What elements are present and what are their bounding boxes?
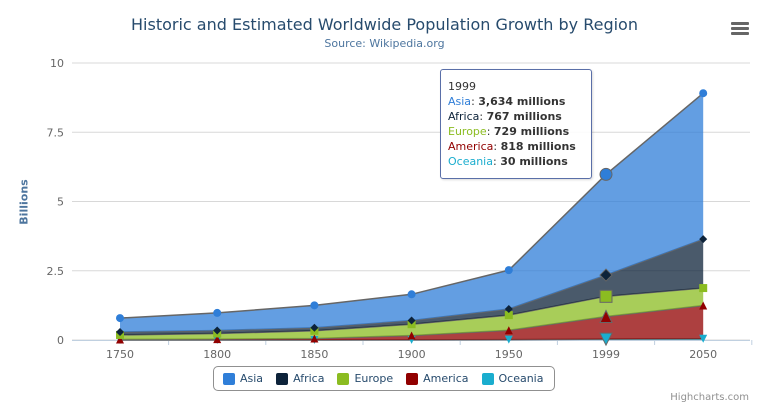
tooltip-row: Oceania: 30 millions bbox=[448, 155, 568, 168]
tooltip-series-name: Oceania bbox=[448, 155, 493, 168]
tooltip-value: 30 millions bbox=[500, 155, 568, 168]
y-tick-label: 0 bbox=[57, 334, 64, 347]
legend-item-europe[interactable]: Europe bbox=[337, 372, 393, 385]
legend-label: Asia bbox=[240, 372, 264, 385]
legend-swatch bbox=[406, 372, 419, 385]
tooltip-row: Asia: 3,634 millions bbox=[448, 95, 566, 108]
legend-label: Africa bbox=[293, 372, 325, 385]
tooltip-row: America: 818 millions bbox=[448, 140, 576, 153]
tooltip-series-name: Africa bbox=[448, 110, 480, 123]
point-africa-1950[interactable] bbox=[504, 304, 513, 313]
chart-subtitle: Source: Wikipedia.org bbox=[324, 37, 445, 50]
point-asia-1900[interactable] bbox=[407, 290, 416, 299]
legend-label: America bbox=[423, 372, 469, 385]
point-asia-1950[interactable] bbox=[504, 266, 513, 275]
point-america-1800[interactable] bbox=[213, 335, 222, 344]
y-tick-label: 7.5 bbox=[47, 126, 65, 139]
y-tick-label: 10 bbox=[50, 57, 64, 70]
tooltip-value: 3,634 millions bbox=[478, 95, 566, 108]
point-asia-1999[interactable] bbox=[599, 167, 613, 181]
point-africa-1850[interactable] bbox=[310, 323, 319, 332]
legend-swatch bbox=[481, 372, 494, 385]
tooltip-series-name: Europe bbox=[448, 125, 487, 138]
credits-link[interactable]: Highcharts.com bbox=[670, 392, 749, 403]
tooltip-value: 729 millions bbox=[493, 125, 570, 138]
y-axis-label: Billions bbox=[17, 179, 31, 225]
tooltip: 1999 Asia: 3,634 millions Africa: 767 mil… bbox=[440, 69, 592, 179]
tooltip-series-name: America bbox=[448, 140, 494, 153]
area-america[interactable] bbox=[120, 305, 704, 340]
point-africa-1750[interactable] bbox=[116, 327, 124, 336]
legend-item-asia[interactable]: Asia bbox=[223, 372, 263, 385]
point-america-2050[interactable] bbox=[699, 301, 708, 310]
point-america-1850[interactable] bbox=[310, 334, 319, 343]
point-africa-1999[interactable] bbox=[599, 268, 613, 282]
point-europe-1950[interactable] bbox=[504, 311, 513, 320]
tooltip-header: 1999 bbox=[448, 80, 476, 93]
x-tick-label: 1999 bbox=[592, 348, 620, 361]
area-africa[interactable] bbox=[120, 239, 704, 335]
hamburger-menu-icon[interactable] bbox=[731, 22, 749, 36]
legend-label: Oceania bbox=[498, 372, 544, 385]
legend-swatch bbox=[276, 372, 289, 385]
tooltip-row: Europe: 729 millions bbox=[448, 125, 570, 138]
x-tick-label: 1800 bbox=[203, 348, 231, 361]
tooltip-row: Africa: 767 millions bbox=[448, 110, 562, 123]
legend-item-oceania[interactable]: Oceania bbox=[481, 372, 544, 385]
point-europe-2050[interactable] bbox=[699, 284, 708, 293]
point-africa-1900[interactable] bbox=[407, 316, 416, 325]
point-america-1999[interactable] bbox=[599, 309, 613, 324]
point-asia-1750[interactable] bbox=[116, 314, 124, 323]
legend-swatch bbox=[337, 372, 350, 385]
legend-label: Europe bbox=[354, 372, 394, 385]
point-america-1950[interactable] bbox=[504, 326, 513, 335]
point-oceania-2050[interactable] bbox=[699, 334, 708, 343]
point-africa-2050[interactable] bbox=[699, 235, 708, 244]
tooltip-value: 767 millions bbox=[486, 110, 562, 123]
point-africa-1800[interactable] bbox=[213, 326, 222, 335]
area-asia[interactable] bbox=[120, 93, 704, 332]
x-tick-label: 2050 bbox=[689, 348, 717, 361]
y-tick-label: 5 bbox=[57, 196, 64, 209]
legend-item-africa[interactable]: Africa bbox=[276, 372, 324, 385]
point-america-1900[interactable] bbox=[407, 331, 416, 340]
legend: Asia Africa Europe America Oceania bbox=[213, 366, 555, 391]
point-europe-1999[interactable] bbox=[599, 289, 613, 303]
chart-title: Historic and Estimated Worldwide Populat… bbox=[131, 15, 638, 34]
x-tick-label: 1900 bbox=[398, 348, 426, 361]
point-oceania-1950[interactable] bbox=[504, 335, 513, 344]
point-america-1750[interactable] bbox=[116, 335, 124, 344]
point-asia-1850[interactable] bbox=[310, 301, 319, 310]
point-oceania-1999[interactable] bbox=[599, 332, 613, 347]
x-tick-label: 1950 bbox=[495, 348, 523, 361]
point-asia-2050[interactable] bbox=[699, 89, 708, 98]
point-asia-1800[interactable] bbox=[213, 308, 222, 317]
x-tick-label: 1750 bbox=[106, 348, 134, 361]
tooltip-value: 818 millions bbox=[500, 140, 576, 153]
legend-swatch bbox=[223, 372, 235, 385]
x-tick-label: 1850 bbox=[300, 348, 328, 361]
y-tick-label: 2.5 bbox=[47, 265, 65, 278]
legend-item-america[interactable]: America bbox=[406, 372, 469, 385]
tooltip-series-name: Asia bbox=[448, 95, 472, 108]
